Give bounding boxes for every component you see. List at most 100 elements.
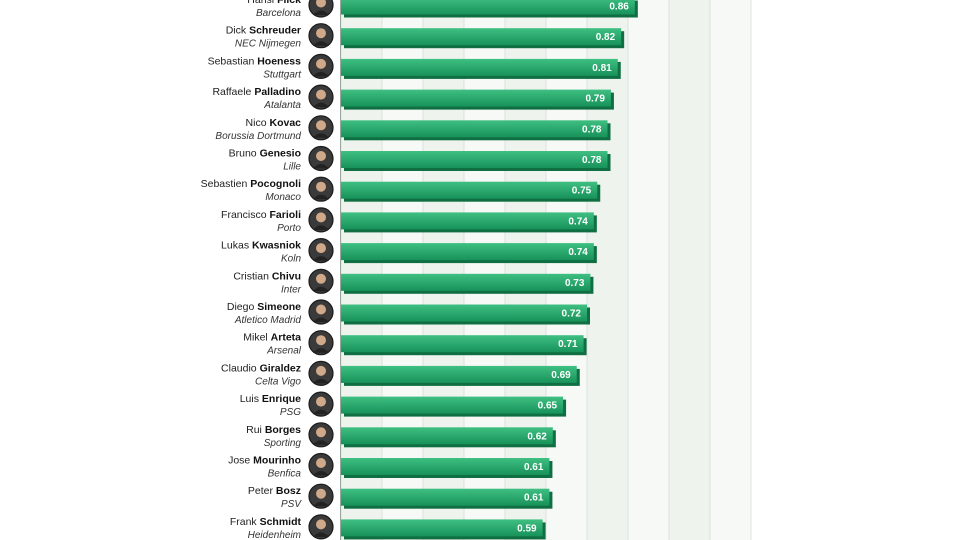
value-label: 0.65 <box>538 401 558 412</box>
coach-name: Sebastien Pocognoli <box>201 178 301 190</box>
value-label: 0.73 <box>565 278 585 289</box>
coach-first-name: Peter <box>248 485 276 497</box>
chart-row: Diego Simeone Atletico Madrid 0.72 <box>227 299 590 326</box>
coach-last-name: Flick <box>277 0 301 6</box>
bar <box>341 120 608 138</box>
bar <box>341 273 591 291</box>
coach-last-name: Hoeness <box>257 55 301 67</box>
value-label: 0.78 <box>582 124 602 135</box>
value-label: 0.59 <box>517 523 537 534</box>
coach-first-name: Raffaele <box>212 86 254 98</box>
coach-avatar-icon <box>308 268 334 294</box>
plot-band <box>669 0 710 540</box>
coach-last-name: Kwasniok <box>252 240 301 252</box>
coach-name: Bruno Genesio <box>229 148 301 160</box>
value-label: 0.82 <box>596 32 616 43</box>
bar <box>341 396 564 414</box>
club-name: Lille <box>283 162 301 173</box>
coach-last-name: Palladino <box>254 86 301 98</box>
coach-avatar-icon <box>308 176 334 202</box>
chart-row: Raffaele Palladino Atalanta 0.79 <box>212 84 614 111</box>
club-name: Koln <box>281 254 301 265</box>
coach-name: Cristian Chivu <box>233 270 301 282</box>
coach-last-name: Farioli <box>269 209 301 221</box>
chart-row: Cristian Chivu Inter 0.73 <box>233 268 594 295</box>
chart-row: Peter Bosz PSV 0.61 <box>248 483 553 510</box>
coach-first-name: Francisco <box>221 209 269 221</box>
coach-first-name: Dick <box>226 25 249 37</box>
value-label: 0.86 <box>609 2 629 13</box>
club-name: Arsenal <box>266 346 302 357</box>
coach-last-name: Enrique <box>262 393 301 405</box>
coach-first-name: Cristian <box>233 270 272 282</box>
club-name: Monaco <box>265 192 301 203</box>
club-name: Sporting <box>264 438 302 449</box>
club-name: Heidenheim <box>248 530 301 540</box>
plot-band <box>710 0 751 540</box>
coach-avatar-icon <box>308 391 334 417</box>
coach-name: Hansi Flick <box>247 0 301 6</box>
club-name: Porto <box>277 223 301 234</box>
bar <box>341 28 622 46</box>
club-name: Atletico Madrid <box>234 315 302 326</box>
coach-first-name: Rui <box>246 424 265 436</box>
coach-avatar-icon <box>308 483 334 509</box>
coach-avatar-icon <box>308 115 334 141</box>
coach-first-name: Bruno <box>229 148 260 160</box>
bar <box>341 58 618 76</box>
chart-row: Frank Schmidt Heidenheim 0.59 <box>230 514 546 540</box>
coach-name: Luis Enrique <box>240 393 301 405</box>
club-name: PSG <box>280 407 301 418</box>
club-name: PSV <box>281 499 302 510</box>
coach-name: Peter Bosz <box>248 485 301 497</box>
plot-band <box>628 0 669 540</box>
coach-name: Mikel Arteta <box>243 332 301 344</box>
coach-avatar-icon <box>308 0 334 18</box>
bar <box>341 181 598 199</box>
bar <box>341 519 543 537</box>
coach-last-name: Schreuder <box>249 25 301 37</box>
bar <box>341 335 584 353</box>
plot-band <box>546 0 587 540</box>
coach-avatar-icon <box>308 360 334 386</box>
bar <box>341 427 553 445</box>
chart-row: Claudio Giraldez Celta Vigo 0.69 <box>221 360 580 387</box>
coach-first-name: Lukas <box>221 240 252 252</box>
coach-first-name: Nico <box>246 117 270 129</box>
value-label: 0.72 <box>562 309 582 320</box>
coach-last-name: Borges <box>265 424 301 436</box>
coach-last-name: Bosz <box>276 485 301 497</box>
club-name: Benfica <box>268 469 302 480</box>
bar <box>341 458 550 475</box>
coach-first-name: Sebastien <box>201 178 251 190</box>
coach-last-name: Arteta <box>271 332 302 344</box>
coach-avatar-icon <box>308 330 334 356</box>
coach-name: Diego Simeone <box>227 301 301 313</box>
chart-row: Bruno Genesio Lille 0.78 <box>229 145 611 173</box>
chart-row: Luis Enrique PSG 0.65 <box>240 391 567 418</box>
coach-avatar-icon <box>308 53 334 80</box>
value-label: 0.74 <box>568 247 588 258</box>
bar <box>341 304 587 322</box>
club-name: Inter <box>281 284 302 295</box>
value-label: 0.79 <box>585 94 605 105</box>
value-label: 0.62 <box>527 431 547 442</box>
coach-last-name: Chivu <box>272 270 301 282</box>
coach-first-name: Frank <box>230 516 260 528</box>
chart-row: Nico Kovac Borussia Dortmund 0.78 <box>215 115 611 142</box>
coach-avatar-icon <box>308 422 334 448</box>
coach-last-name: Genesio <box>260 148 301 160</box>
value-label: 0.81 <box>592 63 612 74</box>
chart-row: Sebastian Hoeness Stuttgart 0.81 <box>208 53 621 80</box>
chart-row: Rui Borges Sporting 0.62 <box>246 422 556 449</box>
coach-name: Lukas Kwasniok <box>221 240 301 252</box>
bar <box>341 151 608 168</box>
coach-name: Claudio Giraldez <box>221 362 301 374</box>
chart-row: Jose Mourinho Benfica 0.61 <box>228 452 553 480</box>
coach-avatar-icon <box>308 84 334 110</box>
value-label: 0.61 <box>524 462 544 473</box>
bar-rows: Hansi Flick Barcelona 0.86 Dick Schreuder NE… <box>201 0 638 540</box>
coach-name: Jose Mourinho <box>228 455 301 467</box>
value-label: 0.71 <box>558 339 578 350</box>
